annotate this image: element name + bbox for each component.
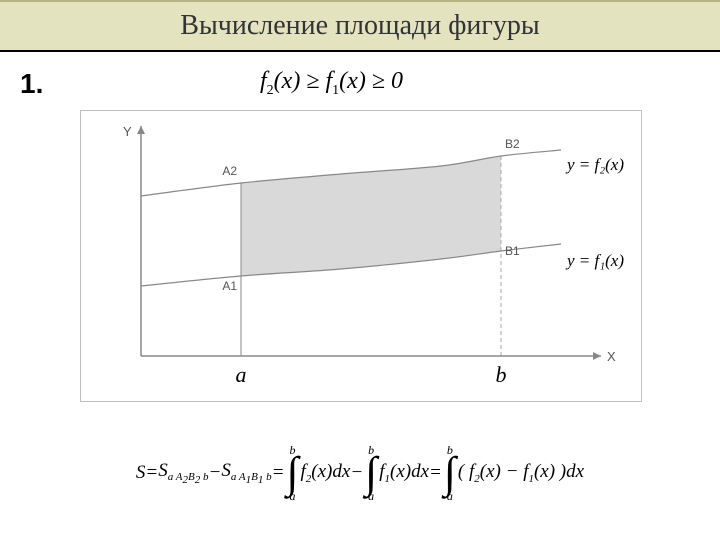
integral-2: b ∫ a bbox=[365, 444, 377, 502]
title-bar: Вычисление площади фигуры bbox=[0, 0, 720, 52]
svg-text:B2: B2 bbox=[505, 137, 520, 151]
slide: Вычисление площади фигуры 1. f2(x) ≥ f1(… bbox=[0, 0, 720, 540]
item-number: 1. bbox=[20, 68, 43, 100]
integral-3: b ∫ a bbox=[444, 444, 456, 502]
formula-minus1: − bbox=[209, 462, 222, 484]
svg-text:b: b bbox=[496, 362, 507, 387]
int2-lower: a bbox=[368, 490, 374, 502]
chart: Y X A2 A1 B2 B1 a b y = f₂(x) y = f₁(x) bbox=[80, 110, 642, 402]
integrand-2: f1(x)dx bbox=[379, 461, 429, 485]
svg-text:A2: A2 bbox=[222, 164, 237, 178]
formula-eq3: = bbox=[429, 462, 442, 484]
integrand-1: f2(x)dx bbox=[301, 461, 351, 485]
svg-text:y = f₂(x): y = f₂(x) bbox=[565, 155, 624, 174]
formula-S: S bbox=[136, 462, 146, 484]
svg-text:B1: B1 bbox=[505, 244, 520, 258]
condition-inequality: f2(x) ≥ f1(x) ≥ 0 bbox=[260, 68, 403, 99]
svg-text:X: X bbox=[607, 349, 616, 364]
formula-eq1: = bbox=[145, 462, 158, 484]
formula-eq2: = bbox=[272, 462, 285, 484]
integrand-3: ( f2(x) − f1(x) )dx bbox=[458, 461, 584, 485]
int1-lower: a bbox=[289, 490, 295, 502]
int3-lower: a bbox=[447, 490, 453, 502]
svg-text:a: a bbox=[236, 362, 247, 387]
formula-S1: Sa A2B2 b bbox=[158, 460, 208, 487]
svg-text:y = f₁(x): y = f₁(x) bbox=[565, 251, 624, 270]
int3-symbol: ∫ bbox=[444, 456, 456, 490]
formula-minus2: − bbox=[350, 462, 363, 484]
svg-text:Y: Y bbox=[123, 124, 132, 139]
area-formula: S = Sa A2B2 b − Sa A1B1 b = b ∫ a f2(x)d… bbox=[6, 438, 714, 508]
int2-symbol: ∫ bbox=[365, 456, 377, 490]
formula-S2: Sa A1B1 b bbox=[221, 460, 271, 487]
chart-svg: Y X A2 A1 B2 B1 a b y = f₂(x) y = f₁(x) bbox=[81, 111, 641, 401]
slide-title: Вычисление площади фигуры bbox=[180, 10, 539, 42]
integral-1: b ∫ a bbox=[286, 444, 298, 502]
int1-symbol: ∫ bbox=[286, 456, 298, 490]
svg-text:A1: A1 bbox=[222, 279, 237, 293]
